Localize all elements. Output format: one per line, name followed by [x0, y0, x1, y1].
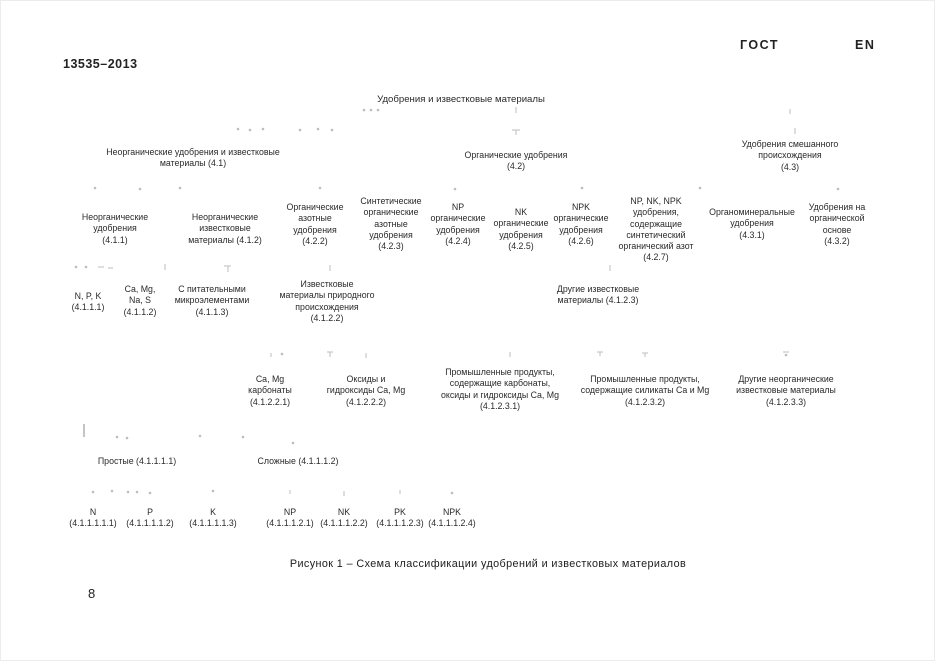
node-4-1-1-1-2-3: PK (4.1.1.1.2.3) — [376, 507, 424, 529]
node-4-3: Удобрения смешанного происхождения (4.3) — [741, 139, 839, 172]
node-4-1-2-2-1: Ca, Mg карбонаты (4.1.2.2.1) — [248, 374, 292, 407]
node-4-1-2-3-3: Другие неорганические известковые матери… — [736, 374, 836, 407]
node-4-1-1: Неорганические удобрения (4.1.1) — [81, 212, 149, 245]
diagram-root-title: Удобрения и известковые материалы — [377, 94, 545, 105]
page-number: 8 — [88, 586, 96, 601]
node-4-1-1-1-1-2: P (4.1.1.1.1.2) — [126, 507, 174, 529]
node-4-1-1-1-2-1: NP (4.1.1.1.2.1) — [266, 507, 314, 529]
node-4-3-2: Удобрения на органической основе (4.3.2) — [808, 202, 866, 246]
node-4-1-2-3-1: Промышленные продукты, содержащие карбон… — [441, 367, 559, 411]
node-4-2-5: NK органические удобрения (4.2.5) — [493, 207, 549, 251]
node-4-2-7: NP, NK, NPK удобрения, содержащие синтет… — [618, 196, 694, 263]
header-standard-number: 13535–2013 — [63, 57, 138, 71]
node-4-1-1-1-1-1: N (4.1.1.1.1.1) — [69, 507, 117, 529]
node-4-2-6: NPK органические удобрения (4.2.6) — [553, 202, 609, 246]
figure-caption: Рисунок 1 – Схема классификации удобрени… — [289, 558, 687, 570]
header-en-label: EN — [855, 38, 876, 52]
node-4-1-2-3-2: Промышленные продукты, содержащие силика… — [580, 374, 710, 407]
node-4-1-2-2-2: Оксиды и гидроксиды Ca, Mg (4.1.2.2.2) — [326, 374, 406, 407]
node-4-1-1-1-2-2: NK (4.1.1.1.2.2) — [320, 507, 368, 529]
node-4-1-1-2: Ca, Mg, Na, S (4.1.1.2) — [123, 284, 157, 317]
node-4-1-2-2: Известковые материалы природного происхо… — [279, 279, 375, 323]
node-4-1-1-1-2-4: NPK (4.1.1.1.2.4) — [428, 507, 476, 529]
node-4-3-1: Органоминеральные удобрения (4.3.1) — [709, 207, 795, 240]
node-4-1-2: Неорганические известковые материалы (4.… — [188, 212, 262, 245]
node-4-1-2-3: Другие известковые материалы (4.1.2.3) — [556, 284, 640, 306]
node-4-2-2: Органические азотные удобрения (4.2.2) — [286, 202, 344, 246]
node-4-1-1-1: N, P, K (4.1.1.1) — [71, 291, 105, 313]
node-4-2-3: Синтетические органические азотные удобр… — [360, 196, 422, 252]
node-4-2-4: NP органические удобрения (4.2.4) — [430, 202, 486, 246]
node-4-1: Неорганические удобрения и известковые м… — [106, 147, 280, 169]
node-4-2: Органические удобрения (4.2) — [464, 150, 568, 172]
node-4-1-1-1-1-3: K (4.1.1.1.1.3) — [189, 507, 237, 529]
node-4-1-1-1-1: Простые (4.1.1.1.1) — [97, 456, 177, 466]
node-4-1-1-3: С питательными микроэлементами (4.1.1.3) — [174, 284, 250, 317]
header-gost-label: ГОСТ — [740, 38, 779, 52]
node-4-1-1-1-2: Сложные (4.1.1.1.2) — [257, 456, 339, 466]
